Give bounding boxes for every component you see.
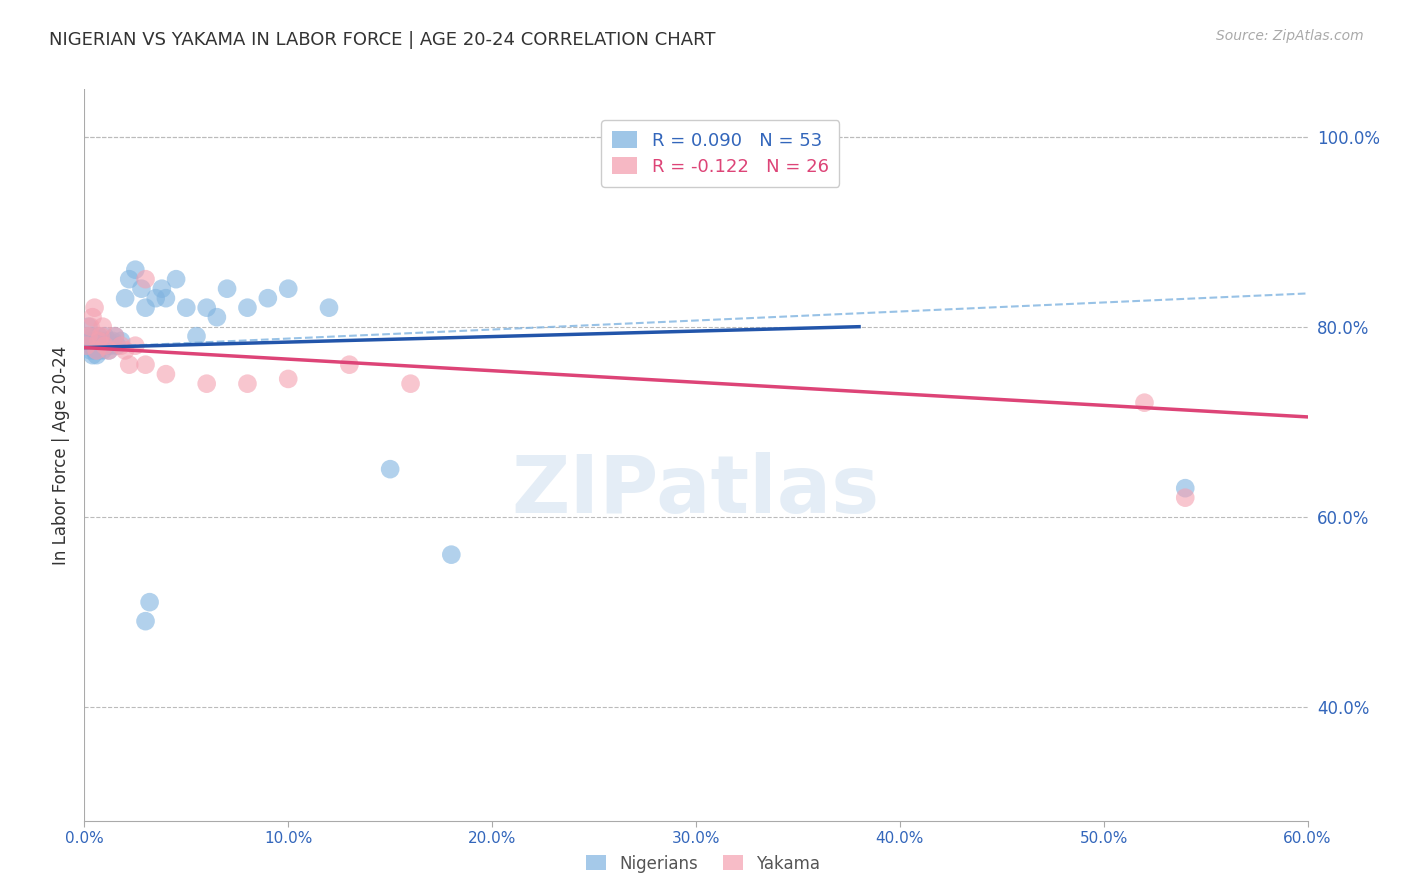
Point: [195, 376, 218, 391]
Point: [155, 367, 177, 381]
Point: [77, 329, 100, 343]
Point: [174, 301, 197, 315]
Point: [131, 282, 153, 296]
Point: [114, 343, 136, 358]
Point: [77, 319, 100, 334]
Point: [104, 329, 127, 343]
Point: [124, 339, 146, 353]
Point: [77, 329, 100, 343]
Point: [79, 319, 101, 334]
Point: [93, 339, 115, 353]
Point: [86, 348, 108, 362]
Point: [195, 301, 218, 315]
Point: [118, 358, 141, 372]
Point: [1133, 395, 1156, 409]
Point: [165, 272, 187, 286]
Point: [82, 339, 104, 353]
Point: [257, 291, 280, 305]
Point: [75, 339, 97, 353]
Point: [138, 595, 160, 609]
Point: [110, 339, 132, 353]
Point: [87, 343, 110, 358]
Point: [91, 339, 114, 353]
Point: [86, 339, 108, 353]
Point: [135, 272, 157, 286]
Point: [217, 282, 239, 296]
Point: [91, 343, 114, 358]
Point: [90, 334, 112, 348]
Point: [277, 372, 299, 386]
Point: [145, 291, 167, 305]
Point: [236, 376, 259, 391]
Point: [124, 262, 146, 277]
Point: [75, 339, 97, 353]
Point: [155, 291, 177, 305]
Point: [150, 282, 173, 296]
Point: [90, 339, 112, 353]
Text: ZIPatlas: ZIPatlas: [512, 452, 880, 531]
Legend: Nigerians, Yakama: Nigerians, Yakama: [579, 848, 827, 880]
Point: [380, 462, 402, 476]
Point: [114, 291, 136, 305]
Point: [399, 376, 422, 391]
Point: [82, 329, 104, 343]
Point: [79, 334, 101, 348]
Point: [83, 343, 105, 358]
Point: [277, 282, 299, 296]
Point: [83, 339, 105, 353]
Point: [93, 329, 115, 343]
Point: [236, 301, 259, 315]
Point: [87, 329, 110, 343]
Point: [135, 358, 157, 372]
Point: [79, 343, 101, 358]
Point: [93, 334, 115, 348]
Point: [118, 272, 141, 286]
Point: [1174, 491, 1197, 505]
Point: [90, 329, 112, 343]
Point: [87, 334, 110, 348]
Point: [96, 339, 118, 353]
Point: [1174, 481, 1197, 495]
Point: [97, 343, 120, 358]
Point: [110, 334, 132, 348]
Point: [83, 334, 105, 348]
Text: Source: ZipAtlas.com: Source: ZipAtlas.com: [1216, 29, 1364, 43]
Legend: R = 0.090   N = 53, R = -0.122   N = 26: R = 0.090 N = 53, R = -0.122 N = 26: [600, 120, 839, 186]
Point: [205, 310, 228, 325]
Point: [105, 339, 128, 353]
Point: [100, 339, 122, 353]
Point: [318, 301, 340, 315]
Point: [97, 343, 120, 358]
Point: [104, 329, 127, 343]
Point: [339, 358, 361, 372]
Point: [440, 548, 463, 562]
Point: [87, 334, 110, 348]
Point: [83, 301, 105, 315]
Point: [97, 334, 120, 348]
Point: [82, 310, 104, 325]
Point: [91, 319, 114, 334]
Point: [101, 334, 124, 348]
Point: [86, 343, 108, 358]
Text: NIGERIAN VS YAKAMA IN LABOR FORCE | AGE 20-24 CORRELATION CHART: NIGERIAN VS YAKAMA IN LABOR FORCE | AGE …: [49, 31, 716, 49]
Point: [186, 329, 208, 343]
Point: [135, 301, 157, 315]
Point: [82, 348, 104, 362]
Y-axis label: In Labor Force | Age 20-24: In Labor Force | Age 20-24: [52, 345, 70, 565]
Point: [135, 614, 157, 628]
